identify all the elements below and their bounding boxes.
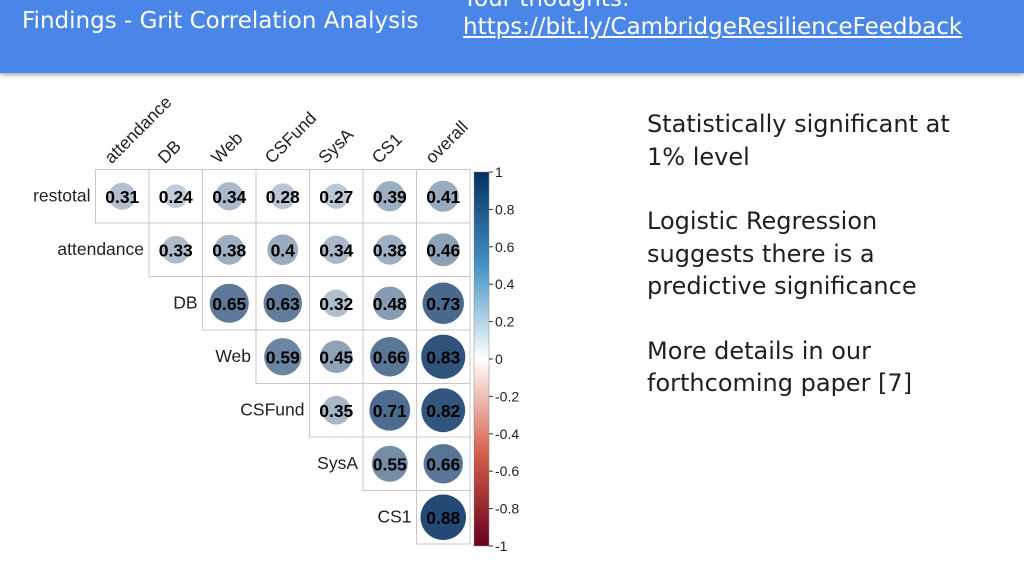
correlation-circle [267, 234, 299, 266]
correlation-circle [269, 183, 296, 210]
correlation-value: 0.34 [212, 187, 246, 207]
correlation-value: 0.38 [373, 240, 407, 260]
correlation-circle [319, 340, 353, 374]
findings-notes: Statistically significant at 1% level Lo… [647, 108, 987, 432]
colorbar [473, 171, 490, 547]
correlation-value: 0.33 [159, 240, 193, 260]
correlation-value: 0.66 [426, 454, 460, 474]
correlation-circle [427, 180, 459, 212]
correlation-value: 0.38 [212, 240, 246, 260]
colorbar-tick-label: 0.4 [495, 276, 515, 292]
slide-title: Findings - Grit Correlation Analysis [22, 8, 419, 34]
correlation-value: 0.88 [426, 508, 460, 528]
colorbar-tick-label: 1 [495, 164, 503, 180]
correlation-chart: 0.31 0.24 0.34 0.28 0.27 0.39 0.41 0.33 0.38 0.4 0… [16, 88, 524, 558]
correlation-value: 0.65 [212, 294, 246, 314]
feedback-prompt: Your thoughts: https://bit.ly/CambridgeR… [463, 0, 1008, 41]
row-label: restotal [33, 185, 90, 205]
correlation-value: 0.63 [266, 294, 300, 314]
correlation-circle [322, 235, 351, 264]
row-label: DB [173, 292, 197, 312]
correlation-circle [374, 234, 405, 265]
correlation-circle [421, 334, 466, 379]
correlation-circle [163, 184, 188, 209]
row-label: CSFund [240, 399, 304, 419]
colorbar-tick-label: 0.2 [495, 314, 515, 330]
correlation-circle [161, 235, 190, 264]
correlation-value: 0.39 [373, 187, 407, 207]
correlation-value: 0.83 [426, 347, 460, 367]
correlation-circle [374, 181, 405, 212]
column-label: CS1 [368, 129, 406, 167]
correlation-value: 0.48 [373, 294, 407, 314]
correlation-circle [322, 289, 350, 317]
correlation-circle [369, 389, 411, 431]
feedback-link[interactable]: https://bit.ly/CambridgeResilienceFeedba… [463, 14, 963, 40]
column-label: DB [154, 136, 185, 167]
slide-header: Findings - Grit Correlation Analysis You… [0, 0, 1024, 73]
note-significance: Statistically significant at 1% level [647, 110, 950, 171]
row-label: CS1 [377, 506, 411, 526]
correlation-value: 0.82 [426, 401, 460, 421]
correlation-value: 0.31 [105, 187, 139, 207]
colorbar-tick-label: -0.6 [495, 463, 519, 479]
correlation-value: 0.66 [373, 347, 407, 367]
correlation-circle [108, 182, 136, 210]
correlation-circle [214, 234, 245, 265]
correlation-value: 0.45 [319, 347, 353, 367]
correlation-circle [321, 395, 351, 425]
correlation-circle [423, 444, 463, 484]
correlation-circle [372, 286, 407, 321]
colorbar-tick-label: -0.4 [495, 426, 519, 442]
row-label: attendance [57, 239, 144, 259]
correlation-circle [370, 337, 410, 377]
correlation-plot: 0.31 0.24 0.34 0.28 0.27 0.39 0.410.33 0.38 0.4 0… [33, 92, 519, 554]
correlation-circle [420, 494, 466, 540]
note-paper: More details in our forthcoming paper [7… [647, 336, 913, 398]
correlation-circle [209, 283, 249, 323]
column-label: overall [421, 117, 472, 168]
colorbar-tick-label: 0.6 [495, 239, 515, 255]
feedback-label: Your thoughts: [463, 0, 630, 12]
colorbar-tick-label: 0.8 [495, 201, 515, 217]
colorbar-tick-label: -0.2 [495, 388, 519, 404]
correlation-value: 0.35 [319, 401, 353, 421]
correlation-value: 0.24 [159, 187, 193, 207]
column-label: Web [207, 128, 246, 167]
colorbar-tick-label: -0.8 [495, 501, 519, 517]
correlation-value: 0.32 [319, 294, 353, 314]
correlation-value: 0.71 [373, 401, 407, 421]
colorbar-tick-label: 0 [495, 351, 503, 367]
correlation-circle [422, 282, 464, 324]
row-label: SysA [317, 453, 358, 473]
colorbar-tick-label: -1 [495, 538, 508, 554]
row-label: Web [215, 346, 251, 366]
correlation-circle [371, 445, 408, 482]
correlation-value: 0.27 [319, 187, 353, 207]
correlation-value: 0.59 [266, 347, 300, 367]
column-label: CSFund [261, 108, 321, 168]
correlation-circle [426, 233, 460, 267]
correlation-circle [215, 182, 244, 211]
note-regression: Logistic Regression suggests there is a … [647, 207, 917, 300]
correlation-value: 0.55 [373, 454, 407, 474]
correlation-value: 0.41 [426, 187, 460, 207]
correlation-value: 0.46 [426, 240, 460, 260]
correlation-circle [263, 284, 302, 323]
correlation-value: 0.4 [271, 240, 296, 260]
correlation-circle [264, 338, 302, 376]
correlation-value: 0.73 [426, 294, 460, 314]
correlation-value: 0.34 [319, 240, 353, 260]
correlation-circle [323, 183, 349, 209]
correlation-value: 0.28 [266, 187, 300, 207]
column-label: SysA [314, 124, 357, 167]
correlation-circle [421, 388, 466, 433]
